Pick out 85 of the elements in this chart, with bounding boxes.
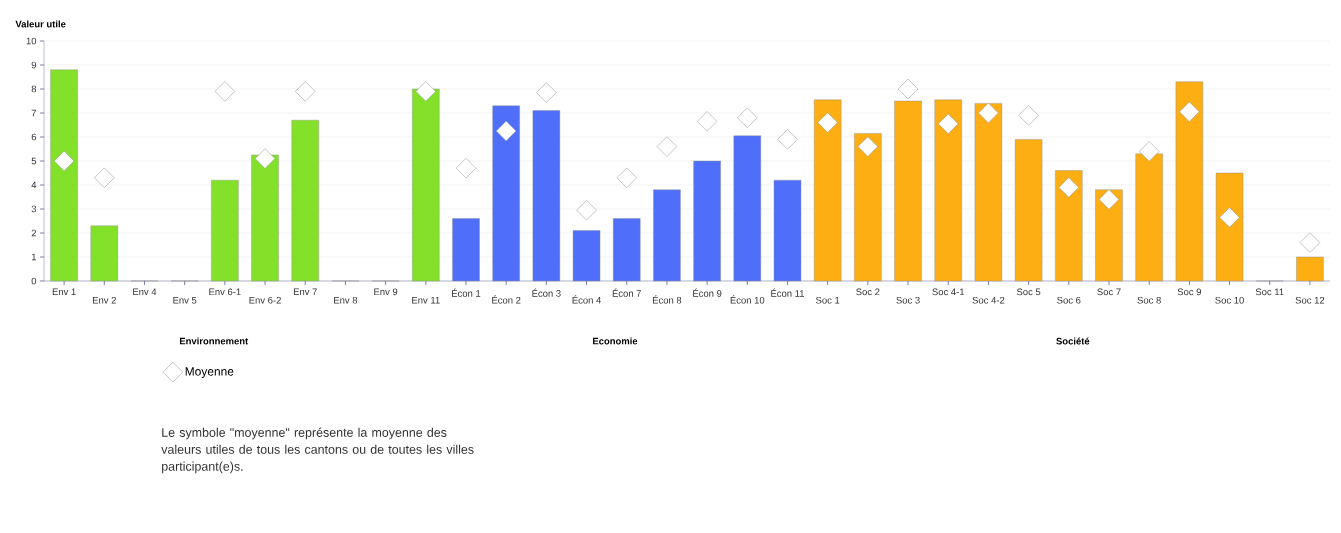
x-tick-label: Soc 5 bbox=[1016, 288, 1041, 296]
x-tick-label: Env 9 bbox=[374, 288, 398, 296]
bar bbox=[733, 135, 761, 282]
x-tick-label: Env 8 bbox=[334, 296, 358, 304]
bar bbox=[291, 119, 319, 282]
point bbox=[978, 102, 999, 124]
x-tick-label: Env 11 bbox=[412, 296, 440, 304]
y-tick-label: 9 bbox=[31, 61, 37, 69]
x-tick-label: Soc 2 bbox=[856, 288, 880, 296]
point bbox=[1219, 207, 1240, 228]
x-tick-label: Soc 11 bbox=[1255, 288, 1284, 296]
point bbox=[857, 136, 879, 157]
bar bbox=[452, 218, 480, 282]
y-tick-label: 3 bbox=[31, 205, 37, 213]
bar bbox=[532, 110, 561, 282]
text: Le symbole "moyenne" représente la moyenne des valeurs utiles de tous les cantons ou de toutes les villes participant(e)s. bbox=[161, 427, 474, 474]
x-tick-label: Env 2 bbox=[92, 296, 116, 304]
x-tick-label: Écon 11 bbox=[771, 288, 805, 297]
bar bbox=[1296, 256, 1324, 282]
y-axis-title: Valeur utile bbox=[15, 20, 66, 28]
x-tick-label: Env 4 bbox=[133, 288, 157, 296]
y-tick-label: 2 bbox=[31, 229, 37, 237]
x-tick-label: Écon 8 bbox=[652, 295, 682, 304]
point bbox=[1139, 141, 1160, 162]
bar bbox=[1095, 189, 1123, 282]
bar bbox=[1175, 81, 1204, 282]
bar bbox=[693, 160, 721, 282]
bar bbox=[211, 179, 239, 282]
bar bbox=[492, 105, 520, 282]
x-tick-label: Écon 9 bbox=[693, 288, 722, 297]
x-tick-label: Soc 6 bbox=[1057, 296, 1081, 304]
x-tick-label: Soc 10 bbox=[1215, 296, 1244, 304]
x-tick-label: Env 1 bbox=[52, 288, 76, 296]
bar bbox=[934, 99, 962, 282]
y-tick-label: 8 bbox=[31, 85, 37, 93]
x-tick-label: Soc 4-2 bbox=[972, 296, 1005, 304]
text: Economie bbox=[593, 337, 638, 345]
bar bbox=[50, 69, 78, 282]
point bbox=[496, 120, 517, 142]
x-tick-label: Env 7 bbox=[293, 288, 317, 296]
bar bbox=[813, 99, 842, 282]
x-tick-label: Écon 1 bbox=[452, 288, 481, 297]
bar bbox=[1055, 170, 1083, 282]
y-tick-label: 5 bbox=[31, 157, 37, 165]
bar bbox=[572, 230, 601, 282]
text: Société bbox=[1056, 337, 1090, 345]
x-tick-label: Écon 4 bbox=[572, 295, 601, 304]
point bbox=[938, 113, 959, 134]
x-tick-label: Soc 4-1 bbox=[932, 288, 965, 296]
x-tick-label: Soc 7 bbox=[1097, 288, 1121, 296]
x-tick-label: Env 6-2 bbox=[249, 296, 281, 304]
bar bbox=[1014, 139, 1043, 282]
point bbox=[1058, 177, 1079, 198]
bar bbox=[974, 103, 1003, 282]
bar bbox=[773, 179, 802, 282]
y-tick-label: 6 bbox=[31, 133, 37, 141]
bar bbox=[613, 218, 641, 282]
y-tick-label: 10 bbox=[26, 37, 37, 45]
x-tick-label: Env 6-1 bbox=[209, 288, 241, 296]
x-tick-label: Soc 8 bbox=[1137, 296, 1161, 304]
legend-label: Moyenne bbox=[185, 367, 234, 379]
y-tick-label: 4 bbox=[31, 181, 37, 189]
x-tick-label: Écon 3 bbox=[532, 288, 561, 297]
point bbox=[53, 150, 75, 172]
bar bbox=[653, 189, 681, 282]
x-tick-label: Env 5 bbox=[173, 296, 197, 304]
point bbox=[254, 148, 276, 169]
point bbox=[1179, 101, 1200, 122]
point bbox=[817, 112, 838, 133]
x-tick-label: Écon 7 bbox=[612, 288, 641, 297]
point bbox=[1098, 189, 1120, 210]
x-tick-label: Écon 10 bbox=[730, 295, 765, 304]
bar bbox=[854, 133, 882, 282]
y-tick-label: 1 bbox=[31, 253, 37, 261]
x-tick-label: Soc 12 bbox=[1295, 296, 1325, 304]
bar bbox=[90, 225, 118, 282]
x-tick-label: Soc 3 bbox=[896, 296, 920, 304]
x-tick-label: Soc 9 bbox=[1177, 288, 1201, 296]
text: Environnement bbox=[179, 337, 249, 345]
x-tick-label: Soc 1 bbox=[816, 296, 840, 304]
point bbox=[415, 81, 436, 102]
y-tick-label: 0 bbox=[31, 277, 37, 285]
x-tick-label: Écon 2 bbox=[492, 295, 521, 304]
y-tick-label: 7 bbox=[31, 109, 37, 117]
bar bbox=[1215, 172, 1244, 282]
